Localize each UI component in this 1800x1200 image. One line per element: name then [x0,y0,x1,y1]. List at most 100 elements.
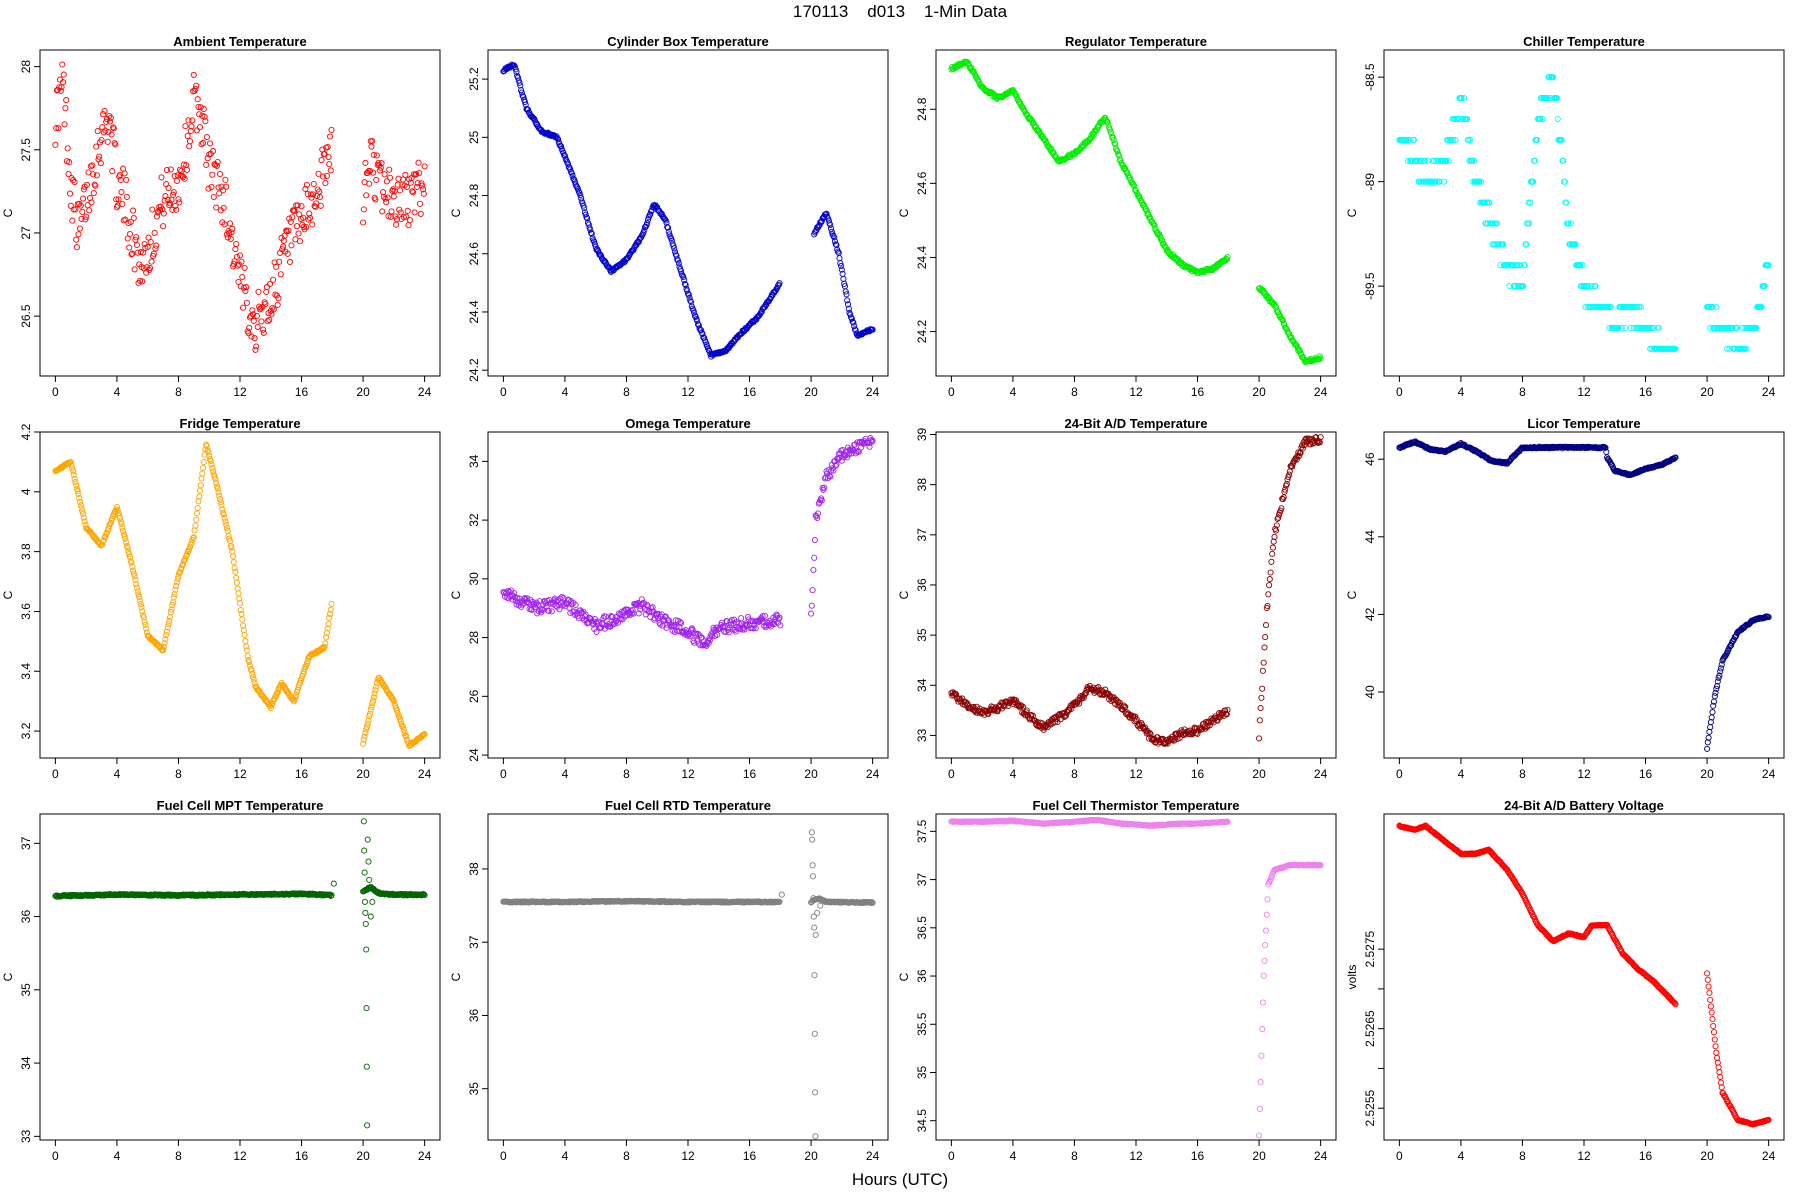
data-point [176,569,183,576]
y-tick-label: 40 [1363,685,1377,699]
data-point [1717,665,1724,672]
data-point [1278,505,1285,512]
data-series [948,58,1324,366]
data-point [1104,118,1111,125]
data-point [1280,494,1287,501]
data-point [1108,130,1115,137]
data-point [811,554,818,561]
x-tick-label: 0 [1396,767,1403,781]
data-point [400,176,407,183]
data-point [1765,262,1772,269]
data-point [627,611,634,618]
data-point [361,733,368,740]
data-point [831,234,838,241]
x-tick-label: 16 [743,385,757,399]
data-point [368,703,375,710]
data-point [590,237,597,244]
data-point [370,697,377,704]
data-point [205,449,212,456]
data-point [1194,730,1201,737]
data-point [390,193,397,200]
data-point [1523,241,1530,248]
data-point [842,288,849,295]
data-point [1530,178,1537,185]
data-point [267,704,274,712]
data-point [330,880,337,887]
data-point [204,155,211,162]
data-point [223,524,230,532]
data-point [1410,136,1418,143]
y-tick-label: 36.5 [915,916,929,940]
data-point [837,260,844,267]
data-point [548,608,555,615]
data-point [170,594,177,601]
data-point [1271,533,1278,540]
data-point [170,189,177,196]
data-point [137,249,144,256]
data-point [752,625,759,632]
data-point [209,171,216,178]
data-point [1500,241,1507,248]
data-point [1455,115,1462,123]
data-point [1172,256,1180,263]
data-point [126,551,133,558]
data-point [268,311,275,318]
data-point [373,176,380,183]
data-point [113,503,120,511]
data-point [246,324,253,331]
data-point [1146,729,1153,737]
data-point [130,214,137,222]
data-point [93,172,100,179]
x-tick-label: 12 [681,385,695,399]
data-point [203,133,210,141]
x-tick-label: 0 [52,1149,59,1163]
data-point [1729,324,1736,331]
data-point [237,607,244,614]
data-point [300,214,307,221]
y-tick-label: 32 [467,513,481,527]
data-point [130,570,137,577]
data-point [420,186,427,193]
data-point [609,613,616,621]
data-point [190,534,197,542]
data-point [200,459,207,466]
data-point [362,159,369,166]
data-point [1452,136,1459,143]
x-tick-label: 24 [1314,385,1328,399]
data-point [126,230,134,238]
data-point [242,288,249,295]
data-point [66,190,74,197]
data-point [133,234,140,241]
y-tick-label: 27.5 [19,138,33,162]
data-point [661,216,668,223]
data-point [833,461,840,468]
data-point [210,468,217,475]
data-point [1647,324,1654,331]
data-point [421,731,428,738]
data-point [216,190,223,197]
y-tick-label: 3.2 [19,722,33,739]
data-point [76,200,83,207]
data-point [153,213,160,220]
data-point [364,836,371,843]
data-point [328,126,335,133]
data-point [1445,157,1452,164]
data-point [1460,115,1467,123]
x-tick-label: 8 [1519,385,1526,399]
data-point [170,191,177,198]
x-tick-label: 12 [1129,1149,1143,1163]
data-point [658,210,665,217]
data-point [1282,486,1289,493]
y-tick-label: 27 [19,226,33,240]
data-point [111,140,118,147]
data-series [948,816,1324,1139]
data-point [296,238,304,245]
data-point [420,190,427,197]
data-point [246,658,253,665]
data-point [1705,734,1712,741]
x-tick-label: 8 [1071,385,1078,399]
data-point [1418,157,1425,164]
data-point [150,250,157,257]
data-point [1316,438,1323,445]
